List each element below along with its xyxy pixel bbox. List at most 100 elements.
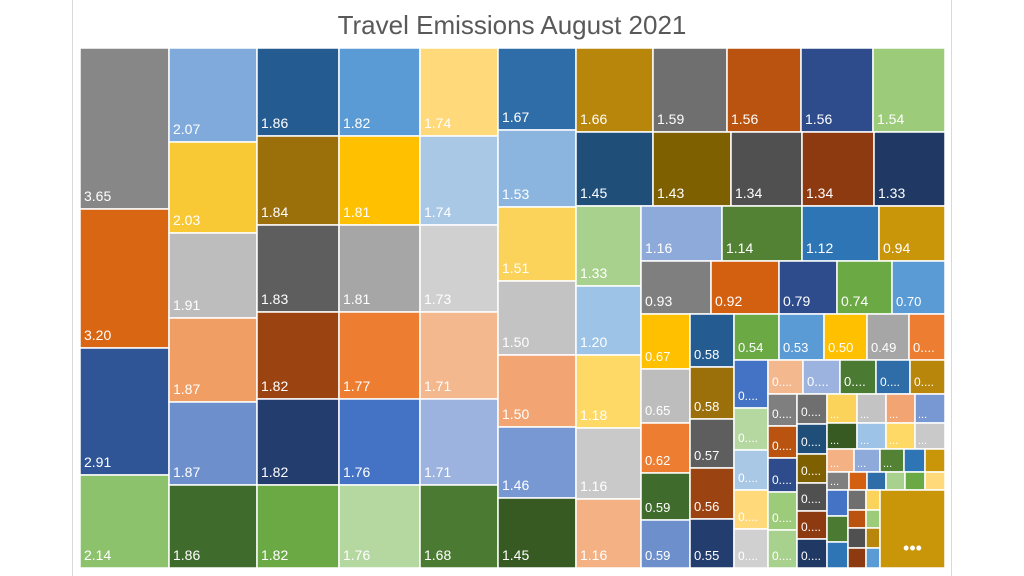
treemap-tile-rect	[256, 135, 340, 226]
treemap-tile-rect	[640, 313, 691, 370]
treemap-tile-rect	[575, 131, 654, 207]
treemap-tile-rect	[575, 205, 642, 287]
treemap-tile	[847, 509, 867, 529]
treemap-tile-rect	[801, 205, 880, 262]
tile-value-label: 0....	[738, 549, 758, 563]
treemap-tile	[847, 489, 867, 511]
tile-value-label: 0.62	[645, 453, 670, 468]
treemap-tile: 0.70	[891, 260, 946, 315]
tile-value-label: 1.16	[645, 240, 672, 256]
treemap-tile: 2.91	[79, 347, 170, 476]
tile-value-label: 0....	[801, 492, 821, 506]
treemap-tile: 0....	[767, 359, 804, 395]
treemap-tile: 0....	[733, 407, 769, 451]
treemap-tile: 1.84	[256, 135, 340, 226]
treemap-tile: 1.87	[168, 401, 258, 486]
treemap-tile-rect	[796, 510, 828, 540]
treemap-tile: •••	[879, 489, 946, 569]
tile-value-label: 0....	[738, 471, 758, 485]
treemap-tile	[848, 471, 868, 491]
tile-value-label: 0.57	[694, 448, 719, 463]
treemap-tile: ...	[826, 471, 850, 491]
tile-value-label: 1.34	[806, 185, 833, 201]
tile-value-label: 1.43	[657, 185, 684, 201]
treemap-tile-rect	[419, 311, 499, 400]
treemap-tile: 0....	[767, 457, 798, 493]
treemap-tile: ...	[914, 393, 946, 424]
treemap-tile: 1.12	[801, 205, 880, 262]
treemap-tile-rect	[903, 448, 926, 473]
treemap-tile: 0....	[767, 393, 798, 427]
tile-value-label: ...	[857, 458, 866, 470]
treemap-tile: 1.33	[873, 131, 946, 207]
tile-value-label: 1.82	[261, 464, 288, 480]
treemap-tile: 0....	[767, 529, 798, 569]
treemap-tile-rect	[848, 471, 868, 491]
tile-value-label: 0....	[914, 375, 934, 389]
tile-value-label: ...	[830, 476, 839, 488]
treemap-tile: ...	[826, 422, 858, 450]
tile-value-label: 0....	[801, 405, 821, 419]
treemap-tile: 1.34	[730, 131, 803, 207]
treemap-tile: 1.18	[575, 354, 642, 429]
treemap-tile-rect	[338, 311, 421, 400]
treemap-tile-rect	[796, 538, 828, 569]
treemap-tile-rect	[826, 541, 849, 569]
treemap-tile-rect	[865, 547, 881, 569]
treemap-tile: 0....	[909, 359, 946, 395]
tile-value-label: 0.54	[738, 340, 763, 355]
tile-value-label: 3.20	[84, 327, 111, 343]
tile-value-label: 1.45	[502, 547, 529, 563]
treemap-tile-rect	[924, 471, 946, 491]
treemap-tile: 0....	[733, 449, 769, 491]
treemap-tile	[847, 547, 867, 569]
tile-value-label: 1.81	[343, 291, 370, 307]
treemap-tile-rect	[640, 519, 691, 569]
treemap-tile: 1.77	[338, 311, 421, 400]
tile-value-label: 1.82	[261, 378, 288, 394]
treemap-tile: 0.93	[640, 260, 712, 315]
treemap-tile: 0.58	[689, 313, 735, 368]
treemap-tile-rect	[575, 427, 642, 500]
tile-value-label: 2.03	[173, 212, 200, 228]
tile-value-label: 1.74	[424, 204, 451, 220]
treemap-tile: 0.59	[640, 472, 691, 521]
tile-value-label: 1.68	[424, 547, 451, 563]
tile-value-label: 1.16	[580, 547, 607, 563]
treemap-tile-rect	[168, 317, 258, 403]
tile-value-label: 1.81	[343, 204, 370, 220]
tile-value-label: 1.50	[502, 406, 529, 422]
treemap-tile: 1.45	[497, 497, 577, 569]
tile-value-label: ...	[860, 435, 869, 447]
tile-value-label: 1.86	[173, 547, 200, 563]
tile-value-label: ...	[918, 435, 927, 447]
treemap-tile-rect	[847, 509, 867, 529]
tile-value-label: 0.79	[783, 293, 810, 309]
treemap-tile: ...	[879, 448, 905, 473]
tile-value-label: 1.46	[502, 477, 529, 493]
treemap-tile: ...	[914, 422, 946, 450]
treemap-tile: 0....	[802, 359, 841, 395]
treemap-tile	[826, 515, 849, 543]
treemap-tile: ...	[856, 393, 887, 424]
tile-value-label: 0.92	[715, 293, 742, 309]
treemap-tile: 1.81	[338, 135, 421, 226]
tile-value-label: 0....	[913, 340, 935, 355]
tile-value-label: 0....	[880, 375, 900, 389]
treemap-tile: 2.14	[79, 474, 170, 569]
treemap-tile-rect	[338, 398, 421, 486]
treemap-tile: 0....	[875, 359, 911, 395]
treemap-tile-rect	[256, 484, 340, 569]
tile-value-label: ...	[889, 435, 898, 447]
treemap-tile: 1.54	[872, 47, 946, 133]
treemap-tile-rect	[689, 518, 735, 569]
treemap-tile-rect	[575, 498, 642, 569]
treemap-tile-rect	[79, 47, 170, 210]
treemap-tile: 0.79	[778, 260, 838, 315]
treemap-tile-rect	[256, 311, 340, 400]
treemap-tile: 0.65	[640, 368, 691, 424]
treemap-tile: 0.56	[689, 467, 735, 520]
tile-value-label: 1.33	[580, 265, 607, 281]
treemap-tile-rect	[640, 205, 723, 262]
